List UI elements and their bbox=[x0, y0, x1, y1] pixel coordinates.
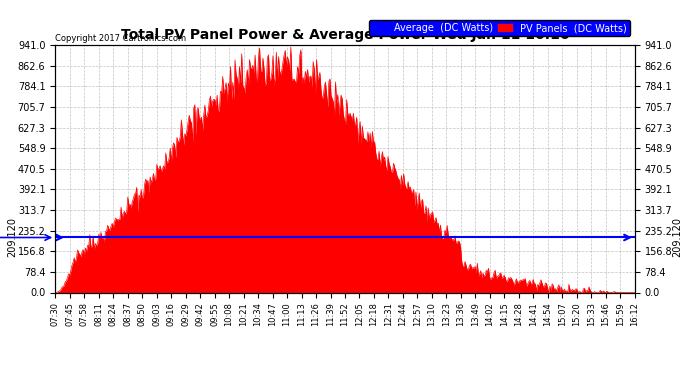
Text: Copyright 2017 Cartronics.com: Copyright 2017 Cartronics.com bbox=[55, 33, 186, 42]
Title: Total PV Panel Power & Average Power Wed Jan 11 16:16: Total PV Panel Power & Average Power Wed… bbox=[121, 28, 569, 42]
Text: 209.120: 209.120 bbox=[673, 217, 682, 258]
Legend: Average  (DC Watts), PV Panels  (DC Watts): Average (DC Watts), PV Panels (DC Watts) bbox=[368, 20, 630, 36]
Text: 209.120: 209.120 bbox=[8, 217, 17, 258]
